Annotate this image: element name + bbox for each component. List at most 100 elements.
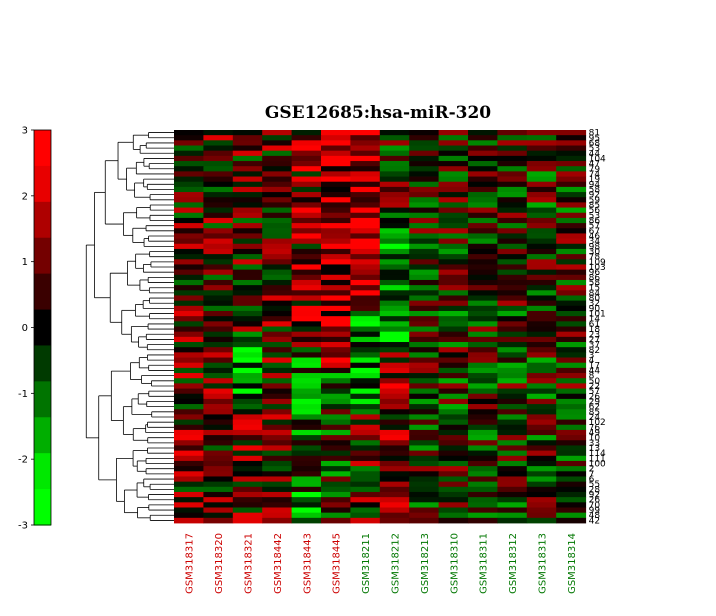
- heatmap-cell: [262, 497, 293, 503]
- heatmap-cell: [174, 398, 204, 405]
- heatmap-cell: [526, 186, 557, 193]
- heatmap-cell: [262, 347, 293, 353]
- heatmap-cell: [438, 254, 469, 260]
- heatmap-cell: [438, 166, 469, 172]
- heatmap-cell: [497, 155, 528, 162]
- heatmap-cell: [438, 259, 469, 265]
- colorbar-tick-label: 3: [22, 126, 28, 137]
- heatmap-cell: [291, 373, 322, 379]
- heatmap-cell: [262, 393, 293, 400]
- heatmap-cell: [174, 373, 204, 379]
- row-label: 7: [589, 470, 595, 480]
- heatmap-cell: [321, 362, 351, 369]
- heatmap-cell: [203, 155, 234, 162]
- colorbar-segment: [34, 309, 51, 347]
- heatmap-cell: [321, 424, 351, 431]
- heatmap-cell: [232, 440, 263, 446]
- heatmap-cell: [379, 192, 410, 198]
- heatmap-cell: [203, 517, 234, 524]
- row-label: 84: [589, 289, 601, 299]
- heatmap-cell: [409, 497, 440, 503]
- heatmap-cell: [203, 274, 234, 281]
- heatmap-cell: [174, 460, 204, 467]
- heatmap-cell: [350, 398, 381, 405]
- heatmap-cell: [468, 207, 498, 214]
- heatmap-cell: [291, 254, 322, 260]
- heatmap-cell: [497, 326, 528, 333]
- heatmap-cell: [556, 347, 587, 353]
- heatmap-cell: [174, 300, 204, 307]
- row-label: 23: [589, 330, 600, 340]
- heatmap-cell: [379, 316, 410, 322]
- heatmap-cell: [262, 414, 293, 420]
- heatmap-cell: [497, 460, 528, 467]
- heatmap-cell: [379, 409, 410, 415]
- row-label: 4: [589, 356, 595, 366]
- heatmap-cell: [262, 491, 293, 498]
- heatmap-cell: [232, 507, 263, 514]
- heatmap-cell: [438, 502, 469, 508]
- heatmap-cell: [321, 274, 351, 281]
- row-label: 80: [589, 294, 601, 304]
- heatmap-cell: [350, 305, 381, 312]
- heatmap-cell: [556, 507, 587, 514]
- heatmap-cell: [262, 300, 293, 307]
- heatmap-cell: [321, 181, 351, 188]
- column-label: GSM318312: [508, 533, 519, 594]
- heatmap-cell: [438, 223, 469, 229]
- heatmap-cell: [203, 486, 234, 493]
- heatmap-cell: [409, 336, 440, 343]
- heatmap-cell: [556, 517, 587, 524]
- heatmap-cell: [556, 460, 587, 467]
- heatmap-cell: [468, 140, 498, 146]
- heatmap-cell: [468, 476, 498, 483]
- heatmap-cell: [556, 445, 587, 451]
- heatmap-cell: [468, 486, 498, 493]
- heatmap-cell: [350, 207, 381, 214]
- heatmap-cell: [232, 481, 263, 488]
- heatmap-cell: [262, 197, 293, 203]
- heatmap-cell: [556, 290, 587, 296]
- row-label: 95: [589, 134, 600, 144]
- heatmap-cell: [262, 295, 293, 302]
- heatmap-cell: [526, 476, 557, 483]
- heatmap-cell: [379, 497, 410, 503]
- heatmap-cell: [468, 445, 498, 451]
- heatmap-cell: [174, 336, 204, 343]
- heatmap-cell: [409, 233, 440, 239]
- heatmap-cell: [174, 378, 204, 384]
- heatmap-cell: [174, 145, 204, 152]
- row-label: 13: [589, 444, 600, 454]
- heatmap-cell: [174, 197, 204, 203]
- heatmap-cell: [291, 285, 322, 291]
- heatmap-cell: [350, 404, 381, 410]
- heatmap-cell: [497, 274, 528, 281]
- row-label: 102: [589, 418, 606, 428]
- heatmap-cell: [321, 450, 351, 457]
- row-label: 85: [589, 408, 600, 418]
- heatmap-cell: [526, 373, 557, 379]
- heatmap-cell: [350, 310, 381, 317]
- heatmap-cell: [262, 202, 293, 208]
- heatmap-cell: [556, 202, 587, 208]
- heatmap-cell: [438, 192, 469, 198]
- colorbar-segment: [34, 345, 51, 382]
- heatmap-cell: [526, 481, 557, 488]
- heatmap-cell: [291, 212, 322, 219]
- heatmap-cell: [409, 517, 440, 524]
- heatmap-cell: [438, 455, 469, 462]
- heatmap-cell: [497, 285, 528, 291]
- heatmap-cell: [350, 512, 381, 519]
- heatmap-cell: [232, 176, 263, 183]
- heatmap-cell: [350, 274, 381, 281]
- row-label: 46: [589, 232, 601, 242]
- heatmap-cell: [291, 145, 322, 152]
- heatmap-cell: [232, 460, 263, 467]
- heatmap-cell: [379, 471, 410, 477]
- row-label: 53: [589, 211, 600, 221]
- heatmap-cell: [232, 192, 263, 198]
- heatmap-cell: [526, 243, 557, 250]
- heatmap-cell: [203, 404, 234, 410]
- heatmap-cell: [291, 476, 322, 483]
- heatmap-cell: [556, 264, 587, 271]
